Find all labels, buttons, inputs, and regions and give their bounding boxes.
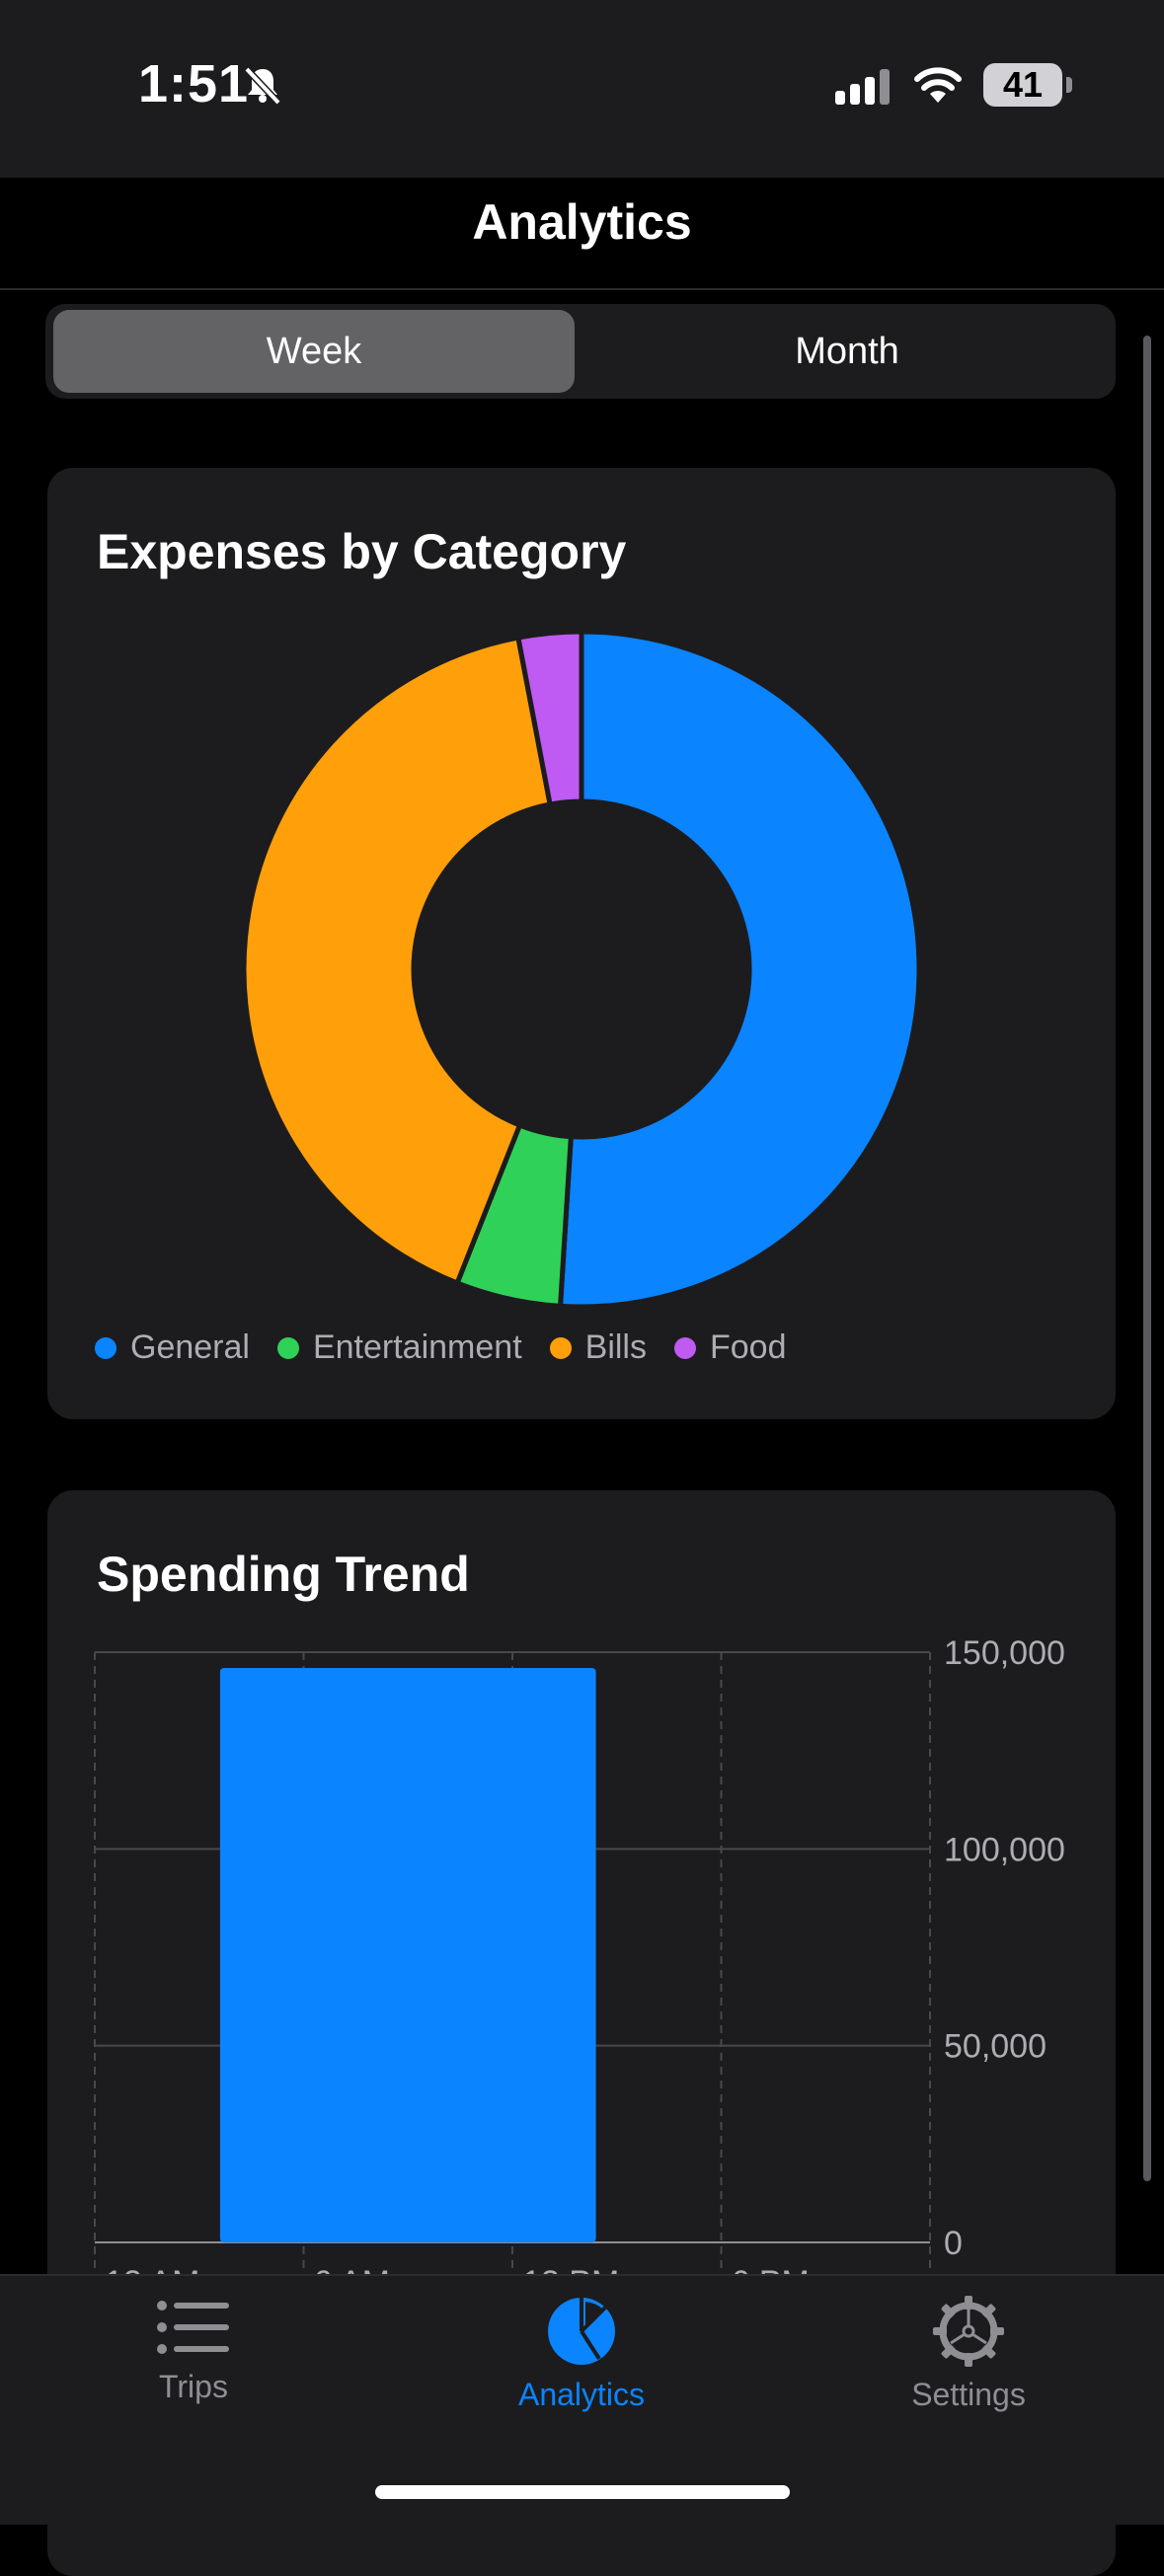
- battery-nub: [1066, 77, 1072, 93]
- legend-item-bills: Bills: [549, 1328, 647, 1367]
- legend-label-bills: Bills: [584, 1328, 647, 1366]
- nav-divider: [0, 288, 1164, 290]
- spending-bar[interactable]: [219, 1667, 596, 2242]
- legend-label-general: General: [130, 1328, 250, 1366]
- wifi-icon: [912, 63, 964, 112]
- expenses-card-title: Expenses by Category: [97, 524, 627, 579]
- donut-slice-general[interactable]: [557, 629, 922, 1310]
- tab-trips[interactable]: Trips: [65, 2296, 322, 2405]
- legend-dot-food: [673, 1336, 696, 1359]
- legend-label-food: Food: [709, 1328, 787, 1366]
- page-title: Analytics: [472, 194, 692, 250]
- y-tick-label: 50,000: [944, 2028, 1047, 2066]
- period-segmented-control: Week Month: [45, 304, 1116, 399]
- legend-label-entertainment: Entertainment: [312, 1328, 522, 1366]
- expenses-by-category-card: Expenses by Category General Entertainme…: [47, 468, 1116, 1419]
- tab-settings-label: Settings: [911, 2377, 1026, 2412]
- tab-analytics[interactable]: Analytics: [453, 2296, 710, 2413]
- cellular-signal-icon: [835, 69, 894, 110]
- list-icon: [157, 2301, 229, 2354]
- tab-bar: Trips Analytics Se: [0, 2274, 1164, 2525]
- tab-settings[interactable]: Settings: [840, 2296, 1097, 2413]
- legend-item-food: Food: [673, 1328, 787, 1367]
- legend-dot-bills: [549, 1336, 572, 1359]
- tab-trips-label: Trips: [159, 2369, 228, 2404]
- tab-analytics-label: Analytics: [517, 2377, 646, 2412]
- home-indicator[interactable]: [375, 2485, 790, 2499]
- y-tick-label: 0: [944, 2225, 963, 2262]
- legend-item-general: General: [95, 1328, 250, 1367]
- pie-chart-icon: [548, 2298, 615, 2365]
- gear-icon: [933, 2296, 1004, 2367]
- y-tick-label: 150,000: [944, 1634, 1065, 1672]
- status-bar: 1:51 41 Analytics: [0, 0, 1164, 250]
- y-tick-label: 100,000: [944, 1831, 1065, 1868]
- battery-indicator: 41: [983, 63, 1062, 107]
- legend-dot-entertainment: [276, 1336, 299, 1359]
- segment-month[interactable]: Month: [795, 331, 899, 372]
- trend-card-title: Spending Trend: [97, 1547, 470, 1602]
- status-time: 1:51: [138, 54, 250, 114]
- expenses-donut-chart: [241, 629, 922, 1310]
- bell-slash-icon: [241, 63, 284, 112]
- donut-slice-food[interactable]: [514, 629, 584, 807]
- donut-slice-bills[interactable]: [241, 635, 554, 1287]
- legend-item-entertainment: Entertainment: [276, 1328, 522, 1367]
- legend-dot-general: [95, 1336, 116, 1359]
- segment-week[interactable]: Week: [53, 310, 575, 393]
- chart-legend: General Entertainment Bills Food: [95, 1328, 786, 1367]
- scroll-indicator[interactable]: [1143, 336, 1151, 2181]
